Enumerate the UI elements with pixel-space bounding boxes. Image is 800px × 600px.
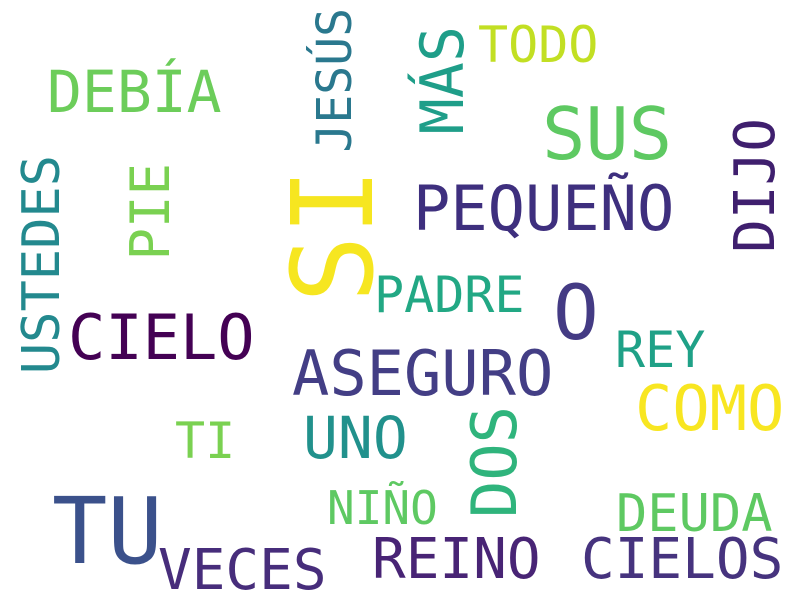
word-tu: TU [52, 478, 163, 585]
word-todo: TODO [478, 16, 599, 74]
word-cielo: CIELO [68, 301, 255, 374]
word-dos: DOS [458, 406, 531, 518]
word-reino: REINO [372, 527, 541, 592]
word-rey: REY [615, 321, 706, 379]
word-ustedes: USTEDES [12, 155, 72, 375]
word-uno: UNO [303, 404, 408, 472]
word-debia: DEBÍA [47, 58, 222, 126]
word-jesus: JESÚS [307, 8, 363, 153]
word-dijo: DIJO [723, 118, 788, 253]
word-o: O [553, 268, 599, 357]
word-nino: NIÑO [327, 481, 438, 535]
word-padre: PADRE [374, 266, 525, 324]
word-veces: VECES [158, 538, 327, 600]
word-como: COMO [635, 372, 785, 445]
word-deuda: DEUDA [616, 484, 773, 544]
word-aseguro: ASEGURO [292, 337, 554, 410]
word-sus: SUS [542, 92, 673, 176]
word-cielos: CIELOS [581, 527, 784, 592]
word-pequeno: PEQUEÑO [413, 172, 675, 245]
word-mas: MÁS [408, 26, 478, 135]
word-ti: TI [175, 412, 236, 470]
word-pie: PIE [119, 163, 182, 261]
